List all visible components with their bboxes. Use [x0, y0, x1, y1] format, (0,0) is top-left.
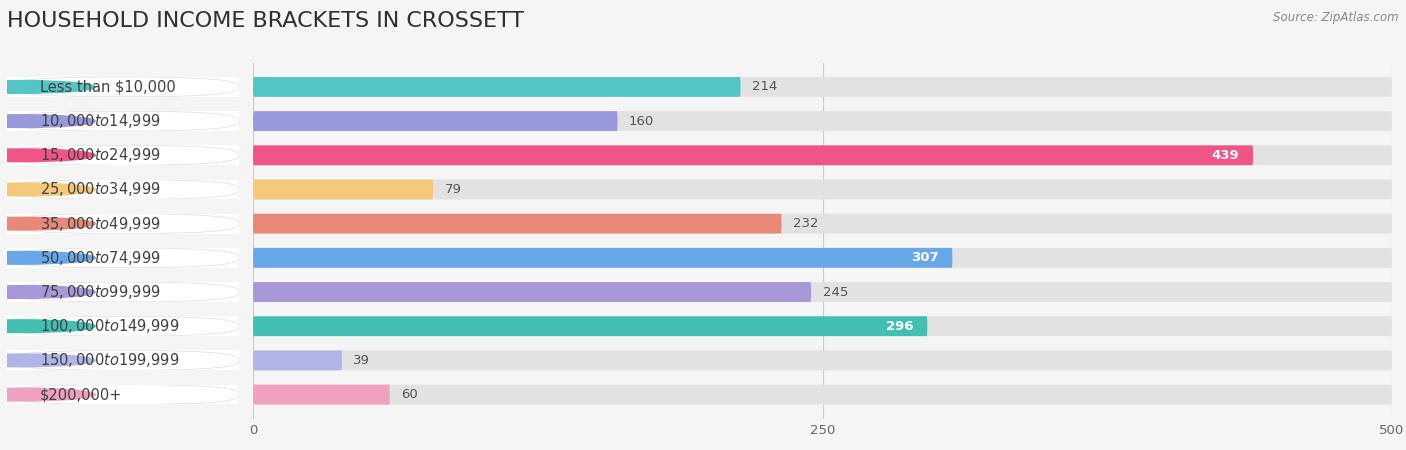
Text: $200,000+: $200,000+	[39, 387, 122, 402]
FancyBboxPatch shape	[253, 180, 433, 199]
Circle shape	[0, 354, 96, 367]
FancyBboxPatch shape	[253, 316, 928, 336]
Text: 307: 307	[911, 252, 939, 264]
Circle shape	[0, 252, 96, 264]
FancyBboxPatch shape	[7, 316, 239, 336]
Circle shape	[0, 149, 96, 162]
FancyBboxPatch shape	[253, 145, 1392, 165]
Text: 214: 214	[752, 81, 778, 94]
Text: 232: 232	[793, 217, 818, 230]
Circle shape	[0, 183, 96, 196]
FancyBboxPatch shape	[7, 351, 239, 370]
Text: $10,000 to $14,999: $10,000 to $14,999	[39, 112, 160, 130]
FancyBboxPatch shape	[253, 77, 741, 97]
Text: $100,000 to $149,999: $100,000 to $149,999	[39, 317, 179, 335]
FancyBboxPatch shape	[253, 351, 1392, 370]
FancyBboxPatch shape	[253, 180, 1392, 199]
FancyBboxPatch shape	[253, 111, 617, 131]
Text: 60: 60	[401, 388, 418, 401]
Circle shape	[0, 217, 96, 230]
FancyBboxPatch shape	[253, 316, 1392, 336]
Text: $75,000 to $99,999: $75,000 to $99,999	[39, 283, 160, 301]
FancyBboxPatch shape	[253, 385, 389, 405]
FancyBboxPatch shape	[253, 351, 342, 370]
FancyBboxPatch shape	[253, 214, 1392, 234]
Circle shape	[0, 388, 96, 401]
FancyBboxPatch shape	[253, 145, 1253, 165]
Circle shape	[0, 320, 96, 333]
FancyBboxPatch shape	[253, 248, 952, 268]
Text: HOUSEHOLD INCOME BRACKETS IN CROSSETT: HOUSEHOLD INCOME BRACKETS IN CROSSETT	[7, 11, 524, 31]
Text: $25,000 to $34,999: $25,000 to $34,999	[39, 180, 160, 198]
Circle shape	[0, 81, 96, 93]
Text: $15,000 to $24,999: $15,000 to $24,999	[39, 146, 160, 164]
FancyBboxPatch shape	[7, 180, 239, 199]
FancyBboxPatch shape	[7, 77, 239, 97]
Text: 245: 245	[823, 285, 848, 298]
FancyBboxPatch shape	[253, 385, 1392, 405]
Circle shape	[0, 286, 96, 298]
FancyBboxPatch shape	[7, 385, 239, 405]
FancyBboxPatch shape	[253, 282, 1392, 302]
FancyBboxPatch shape	[7, 145, 239, 165]
FancyBboxPatch shape	[253, 282, 811, 302]
Text: 160: 160	[628, 115, 654, 128]
Text: 296: 296	[886, 320, 914, 333]
Text: 79: 79	[444, 183, 461, 196]
Text: 39: 39	[353, 354, 370, 367]
Circle shape	[0, 115, 96, 127]
Text: Source: ZipAtlas.com: Source: ZipAtlas.com	[1274, 11, 1399, 24]
FancyBboxPatch shape	[253, 111, 1392, 131]
FancyBboxPatch shape	[7, 282, 239, 302]
FancyBboxPatch shape	[7, 214, 239, 234]
FancyBboxPatch shape	[7, 248, 239, 268]
FancyBboxPatch shape	[7, 111, 239, 131]
FancyBboxPatch shape	[253, 77, 1392, 97]
FancyBboxPatch shape	[253, 248, 1392, 268]
Text: Less than $10,000: Less than $10,000	[39, 80, 176, 94]
Text: $50,000 to $74,999: $50,000 to $74,999	[39, 249, 160, 267]
Text: 439: 439	[1212, 149, 1239, 162]
Text: $150,000 to $199,999: $150,000 to $199,999	[39, 351, 179, 369]
FancyBboxPatch shape	[253, 214, 782, 234]
Text: $35,000 to $49,999: $35,000 to $49,999	[39, 215, 160, 233]
